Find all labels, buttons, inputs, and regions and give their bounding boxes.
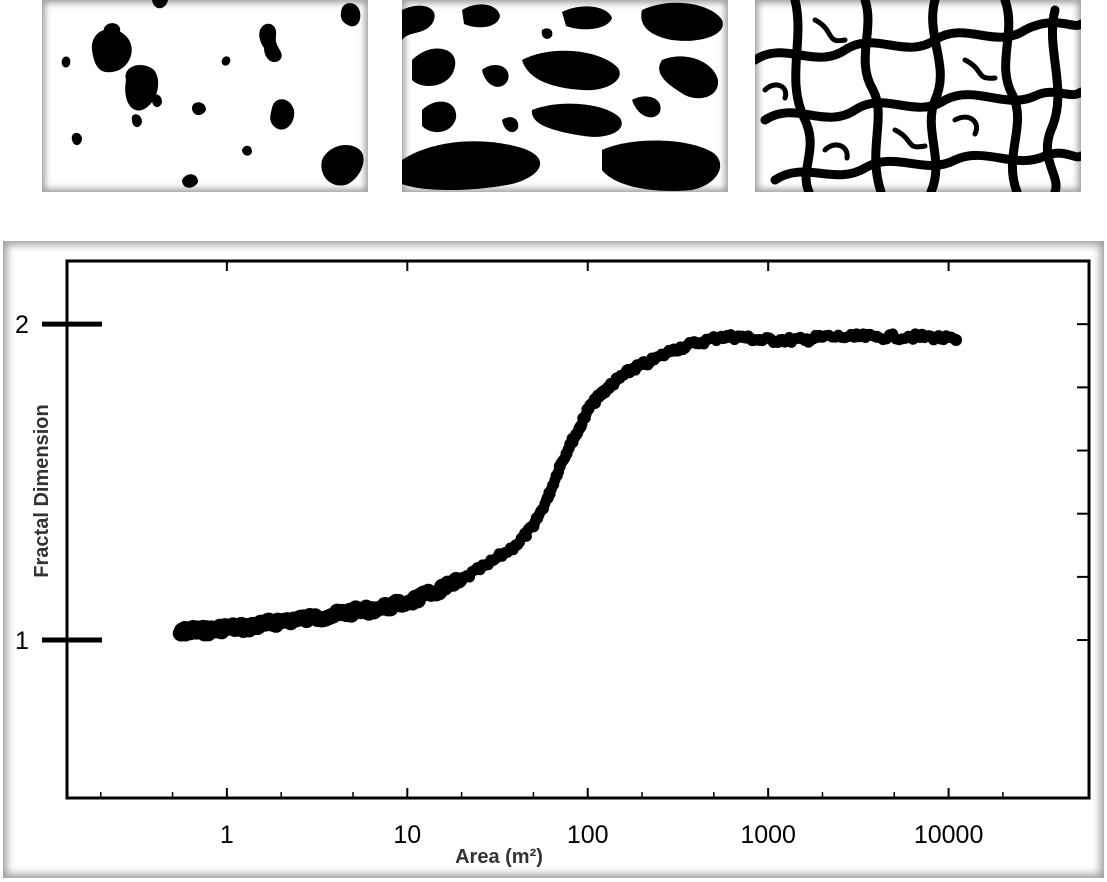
x-tick-label: 10000 (914, 821, 984, 849)
x-tick-label: 1000 (740, 821, 796, 849)
x-tick-label: 10 (393, 821, 421, 849)
y-tick-label: 1 (15, 627, 29, 655)
x-axis-title: Area (m²) (455, 846, 543, 868)
y-tick-label: 2 (15, 311, 29, 339)
chart-panel: 1 2 1 10 100 1000 10000 Fractal Dimension Are… (3, 241, 1104, 878)
plot-frame (65, 259, 1091, 800)
thumbnail-connected-network (755, 0, 1081, 192)
thumbnail-intermediate-patches (402, 0, 728, 192)
data-point (950, 333, 963, 346)
x-tick-label: 100 (567, 821, 609, 849)
thumbnail-sparse-patches (42, 0, 368, 192)
chart-svg: 1 2 1 10 100 1000 10000 Fractal Dimension Are… (15, 259, 1091, 868)
y-axis-title: Fractal Dimension (31, 404, 53, 577)
x-tick-label: 1 (220, 821, 234, 849)
